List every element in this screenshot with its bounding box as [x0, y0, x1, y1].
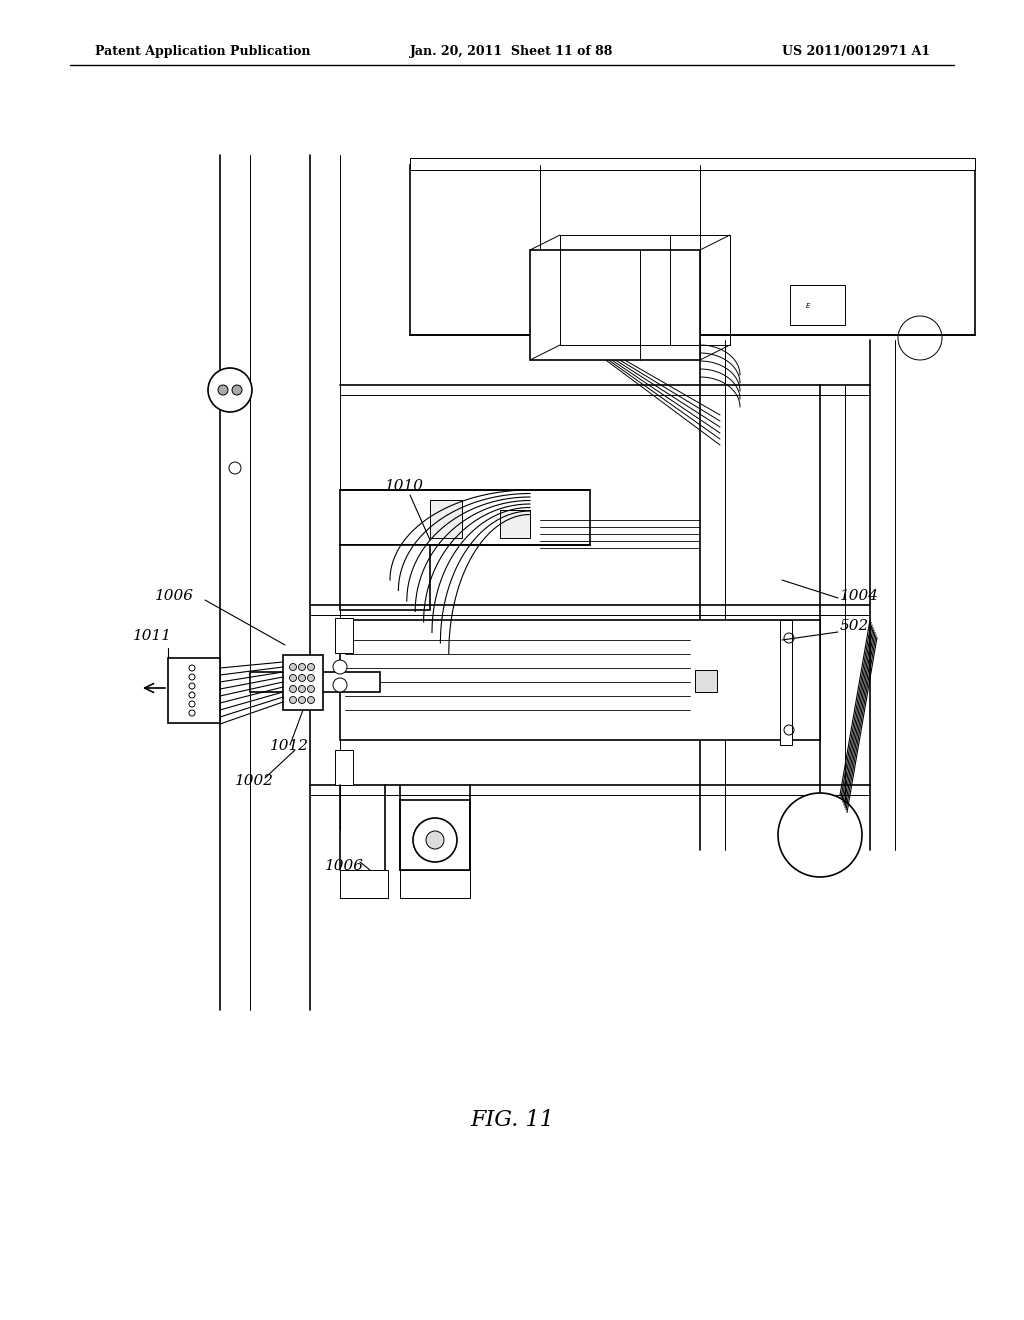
Bar — [335, 618, 353, 653]
Circle shape — [307, 697, 314, 704]
Text: 1011: 1011 — [133, 630, 172, 643]
Text: US 2011/0012971 A1: US 2011/0012971 A1 — [782, 45, 930, 58]
Circle shape — [307, 675, 314, 681]
Text: 502: 502 — [840, 619, 869, 634]
Circle shape — [229, 462, 241, 474]
Bar — [410, 158, 975, 170]
Circle shape — [290, 685, 297, 693]
Circle shape — [189, 692, 195, 698]
Text: 1012: 1012 — [270, 739, 309, 752]
Circle shape — [189, 682, 195, 689]
Bar — [340, 870, 388, 898]
Bar — [400, 875, 470, 894]
Circle shape — [778, 793, 862, 876]
Bar — [530, 249, 700, 360]
Bar — [410, 165, 975, 335]
Circle shape — [189, 701, 195, 708]
Text: Jan. 20, 2011  Sheet 11 of 88: Jan. 20, 2011 Sheet 11 of 88 — [411, 45, 613, 58]
Circle shape — [232, 385, 242, 395]
Circle shape — [413, 818, 457, 862]
Bar — [168, 657, 220, 723]
Bar — [790, 285, 845, 325]
Bar — [340, 545, 430, 610]
Bar — [283, 655, 323, 710]
Bar — [430, 500, 462, 539]
Bar — [250, 672, 380, 692]
Text: Patent Application Publication: Patent Application Publication — [95, 45, 310, 58]
Text: 1010: 1010 — [385, 479, 424, 492]
Bar — [340, 490, 590, 545]
Circle shape — [426, 832, 444, 849]
Text: 1006: 1006 — [325, 859, 364, 873]
Circle shape — [299, 675, 305, 681]
Bar — [400, 870, 470, 898]
Ellipse shape — [430, 492, 462, 507]
Circle shape — [307, 664, 314, 671]
Text: FIG. 11: FIG. 11 — [470, 1109, 554, 1131]
Circle shape — [189, 665, 195, 671]
Circle shape — [189, 710, 195, 715]
Bar — [400, 800, 470, 870]
Text: E: E — [806, 304, 810, 309]
Circle shape — [299, 664, 305, 671]
Bar — [780, 620, 792, 744]
Bar — [335, 750, 353, 785]
Bar — [560, 235, 730, 345]
Circle shape — [189, 675, 195, 680]
Text: 1004: 1004 — [840, 589, 879, 603]
Bar — [695, 671, 717, 692]
Circle shape — [299, 697, 305, 704]
Circle shape — [299, 685, 305, 693]
Circle shape — [333, 660, 347, 675]
Circle shape — [307, 685, 314, 693]
Circle shape — [208, 368, 252, 412]
Circle shape — [333, 678, 347, 692]
Circle shape — [290, 664, 297, 671]
Bar — [500, 510, 530, 539]
Circle shape — [218, 385, 228, 395]
Text: 1002: 1002 — [234, 774, 274, 788]
Text: 1006: 1006 — [155, 589, 194, 603]
Circle shape — [290, 697, 297, 704]
Ellipse shape — [500, 503, 530, 516]
Circle shape — [290, 675, 297, 681]
Bar — [340, 620, 820, 741]
